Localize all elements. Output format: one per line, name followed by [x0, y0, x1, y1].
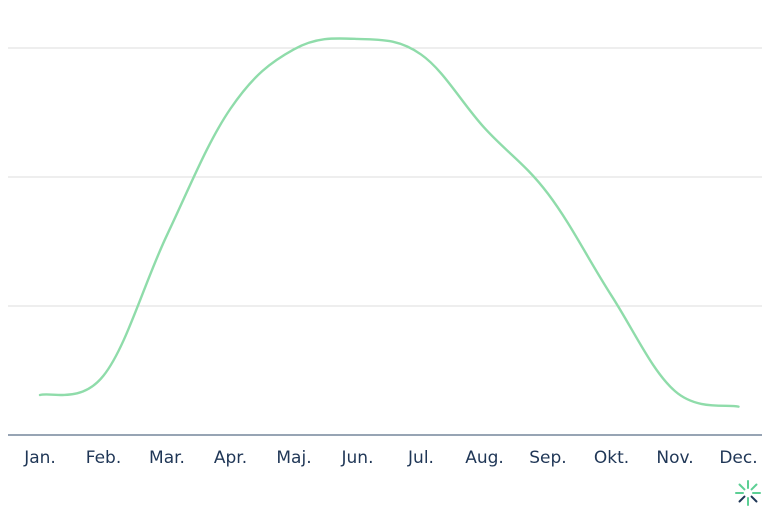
sunburst-logo-icon	[735, 480, 761, 506]
logo-ray	[750, 483, 758, 491]
x-tick-label: Dec.	[719, 448, 757, 468]
x-tick-label: Okt.	[594, 448, 629, 468]
x-tick-label: Feb.	[86, 448, 122, 468]
x-tick-label: Apr.	[214, 448, 247, 468]
series-layer	[38, 37, 740, 408]
series-line	[38, 37, 740, 408]
x-tick-label: Mar.	[149, 448, 185, 468]
x-tick-label: Jan.	[23, 448, 56, 468]
x-tick-labels: Jan. Feb. Mar. Apr. Maj. Jun. Jul. Aug. Sep. Okt.…	[23, 448, 757, 468]
logo-ray	[738, 495, 746, 503]
x-tick-label: Jun.	[341, 448, 374, 468]
x-tick-label: Maj.	[276, 448, 311, 468]
x-tick-label: Nov.	[656, 448, 693, 468]
x-tick-label: Jul.	[407, 448, 434, 468]
x-tick-label: Aug.	[465, 448, 504, 468]
x-tick-label: Sep.	[529, 448, 566, 468]
logo-ray	[738, 483, 746, 491]
gridlines	[8, 47, 762, 307]
logo-ray	[750, 495, 758, 503]
